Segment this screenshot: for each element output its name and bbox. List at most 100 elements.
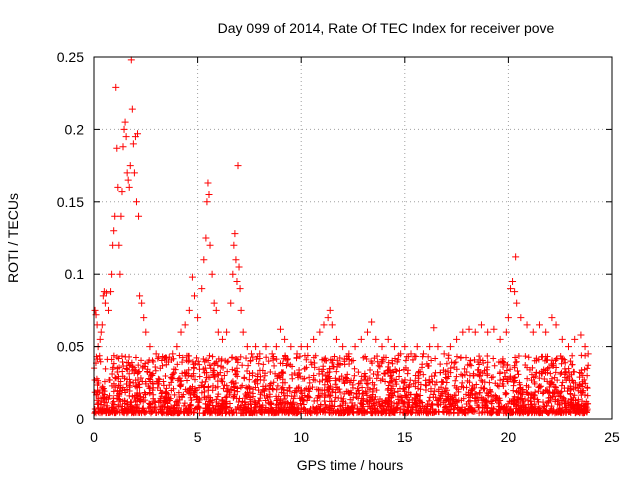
noise-marker [278,369,285,376]
noise-marker [119,368,126,375]
noise-marker [466,407,473,414]
noise-marker [364,384,371,391]
noise-marker [451,360,458,367]
noise-marker [377,377,384,384]
noise-marker [333,368,340,375]
noise-marker [546,408,553,415]
noise-marker [484,408,491,415]
noise-marker [184,388,191,395]
noise-marker [149,408,156,415]
noise-marker [507,405,514,412]
noise-marker [481,404,488,411]
noise-marker [166,382,173,389]
noise-marker [356,380,363,387]
noise-marker [576,369,583,376]
noise-marker [110,405,117,412]
noise-marker [572,379,579,386]
noise-marker [467,391,474,398]
noise-marker [303,356,310,363]
noise-marker [426,397,433,404]
data-point [372,335,380,343]
noise-marker [317,409,324,416]
noise-marker [321,397,328,404]
noise-marker [528,404,535,411]
y-tick-label: 0.05 [57,339,84,355]
noise-marker [129,393,136,400]
noise-marker [393,368,400,375]
noise-marker [541,376,548,383]
noise-marker [205,406,212,413]
data-point [236,285,244,293]
noise-marker [234,388,241,395]
noise-marker [291,389,298,396]
noise-marker [306,379,313,386]
noise-marker [356,390,363,397]
noise-marker [398,394,405,401]
noise-marker [339,402,346,409]
noise-marker [403,353,410,360]
noise-marker [274,382,281,389]
noise-marker [357,400,364,407]
data-point [202,234,210,242]
noise-marker [406,383,413,390]
noise-marker [394,388,401,395]
noise-marker [257,391,264,398]
noise-marker [249,370,256,377]
noise-marker [362,353,369,360]
noise-marker [204,405,211,412]
noise-marker [534,396,541,403]
data-point [122,133,130,141]
data-point [281,335,289,343]
plot-frame [93,56,613,420]
noise-marker [452,377,459,384]
noise-marker [287,361,294,368]
noise-marker [426,376,433,383]
noise-marker [260,386,267,393]
noise-marker [152,364,159,371]
noise-marker [400,379,407,386]
data-point [459,328,467,336]
noise-marker [486,379,493,386]
noise-marker [540,389,547,396]
noise-marker [549,362,556,369]
noise-marker [461,365,468,372]
noise-marker [200,355,207,362]
noise-marker [252,384,259,391]
noise-marker [203,374,210,381]
noise-marker [327,409,334,416]
noise-marker [109,404,116,411]
noise-marker [413,407,420,414]
data-point [477,321,485,329]
noise-marker [418,407,425,414]
noise-marker [350,410,357,417]
data-point [116,270,124,278]
noise-marker [162,373,169,380]
noise-marker [401,388,408,395]
noise-marker [195,358,202,365]
data-point [206,241,214,249]
data-point [272,343,280,351]
data-point [140,314,148,322]
noise-marker [213,396,220,403]
data-point [293,350,301,358]
noise-marker [263,354,270,361]
noise-marker [568,371,575,378]
noise-marker [127,379,134,386]
noise-marker [489,393,496,400]
noise-marker [415,369,422,376]
data-point [310,335,318,343]
noise-marker [119,359,126,366]
noise-marker [395,356,402,363]
noise-marker [440,397,447,404]
noise-marker [169,371,176,378]
data-point [111,212,119,220]
noise-marker [524,375,531,382]
noise-marker [260,361,267,368]
data-point [512,253,520,261]
noise-marker [241,375,248,382]
noise-marker [133,382,140,389]
noise-marker [579,389,586,396]
noise-marker [283,362,290,369]
noise-marker [371,355,378,362]
noise-marker [551,393,558,400]
